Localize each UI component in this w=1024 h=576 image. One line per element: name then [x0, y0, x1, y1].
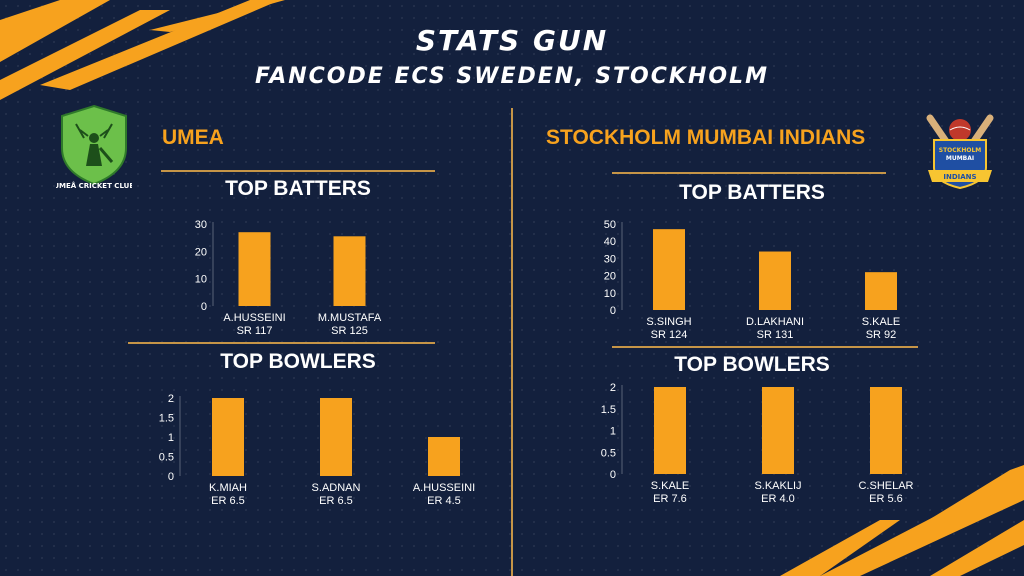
umea-bowlers-x-label: S.ADNAN — [312, 482, 361, 494]
smi-bowlers-bar — [762, 387, 794, 474]
rule-smi-top — [612, 172, 886, 174]
umea-batters-x-label: A.HUSSEINI — [223, 312, 285, 324]
stockholm-mumbai-indians-logo: STOCKHOLM MUMBAI INDIANS — [926, 114, 994, 190]
umea-bowlers-x-sublabel: ER 6.5 — [319, 495, 353, 507]
smi-bowlers-y-tick: 0.5 — [601, 447, 616, 459]
smi-batters-bar — [653, 229, 685, 310]
smi-bowlers-y-tick: 2 — [610, 382, 616, 394]
smi-bowlers-x-label: S.KAKLIJ — [754, 480, 801, 492]
smi-bowlers-title: TOP BOWLERS — [674, 353, 830, 376]
umea-bowlers-y-tick: 2 — [168, 393, 174, 405]
smi-bowlers-x-label: C.SHELAR — [858, 480, 913, 492]
smi-batters-x-label: D.LAKHANI — [746, 316, 804, 328]
smi-batters-bar — [759, 251, 791, 310]
svg-text:MUMBAI: MUMBAI — [946, 155, 974, 162]
center-divider — [511, 108, 513, 576]
smi-batters-x-label: S.SINGH — [646, 316, 691, 328]
umea-bowlers-y-tick: 1.5 — [159, 413, 174, 425]
smi-batters-title: TOP BATTERS — [679, 181, 825, 204]
umea-batters-x-sublabel: SR 125 — [331, 325, 368, 337]
smi-batters-y-tick: 10 — [604, 288, 616, 300]
team-name-smi: STOCKHOLM MUMBAI INDIANS — [546, 126, 866, 149]
smi-bowlers-y-tick: 0 — [610, 469, 616, 481]
smi-batters-x-sublabel: SR 131 — [757, 329, 794, 341]
umea-batters-x-sublabel: SR 117 — [237, 325, 273, 337]
svg-text:STOCKHOLM: STOCKHOLM — [939, 147, 982, 154]
umea-cricket-club-logo: UMEÅ CRICKET CLUB — [56, 104, 132, 190]
umea-bowlers-y-tick: 1 — [168, 432, 174, 444]
smi-batters-x-sublabel: SR 92 — [866, 329, 897, 341]
umea-bowlers-bar — [428, 437, 460, 476]
page-title: STATS GUN — [415, 24, 609, 57]
umea-bowlers-x-sublabel: ER 4.5 — [427, 495, 461, 507]
umea-bowlers-x-label: A.HUSSEINI — [413, 482, 475, 494]
smi-batters-y-tick: 50 — [604, 219, 616, 231]
smi-bowlers-x-sublabel: ER 4.0 — [761, 493, 795, 505]
umea-batters-y-tick: 20 — [195, 246, 207, 258]
umea-batters-x-label: M.MUSTAFA — [318, 312, 382, 324]
umea-batters-bar — [238, 232, 271, 306]
smi-batters-x-label: S.KALE — [862, 316, 901, 328]
smi-bowlers-bar — [870, 387, 902, 474]
svg-text:INDIANS: INDIANS — [943, 173, 976, 181]
umea-bowlers-x-sublabel: ER 6.5 — [211, 495, 245, 507]
smi-batters-bar — [865, 272, 897, 310]
umea-batters-y-tick: 30 — [195, 219, 207, 231]
umea-batters-bar — [333, 236, 366, 306]
smi-bowlers-x-label: S.KALE — [651, 480, 690, 492]
rule-umea-mid — [128, 342, 435, 344]
smi-bowlers-x-sublabel: ER 7.6 — [653, 493, 687, 505]
umea-bowlers-y-tick: 0 — [168, 471, 174, 483]
smi-bowlers-bar — [654, 387, 686, 474]
umea-batters-title: TOP BATTERS — [225, 177, 371, 200]
umea-batters-y-tick: 10 — [195, 274, 207, 286]
team-name-umea: UMEA — [162, 126, 224, 149]
umea-batters-y-tick: 0 — [201, 301, 207, 313]
smi-bowlers-x-sublabel: ER 5.6 — [869, 493, 903, 505]
rule-smi-mid — [612, 346, 918, 348]
umea-bowlers-x-label: K.MIAH — [209, 482, 247, 494]
smi-bowlers-y-tick: 1 — [610, 426, 616, 438]
smi-batters-x-sublabel: SR 124 — [651, 329, 688, 341]
smi-batters-y-tick: 20 — [604, 271, 616, 283]
page-subtitle: FANCODE ECS SWEDEN, STOCKHOLM — [255, 64, 769, 89]
umea-bowlers-y-tick: 0.5 — [159, 452, 174, 464]
smi-batters-y-tick: 0 — [610, 305, 616, 317]
umea-bowlers-title: TOP BOWLERS — [220, 350, 376, 373]
svg-text:UMEÅ CRICKET CLUB: UMEÅ CRICKET CLUB — [56, 181, 132, 190]
smi-bowlers-y-tick: 1.5 — [601, 404, 616, 416]
smi-batters-y-tick: 30 — [604, 253, 616, 265]
umea-bowlers-bar — [320, 398, 352, 476]
smi-batters-y-tick: 40 — [604, 236, 616, 248]
umea-bowlers-bar — [212, 398, 244, 476]
rule-umea-top — [161, 170, 435, 172]
